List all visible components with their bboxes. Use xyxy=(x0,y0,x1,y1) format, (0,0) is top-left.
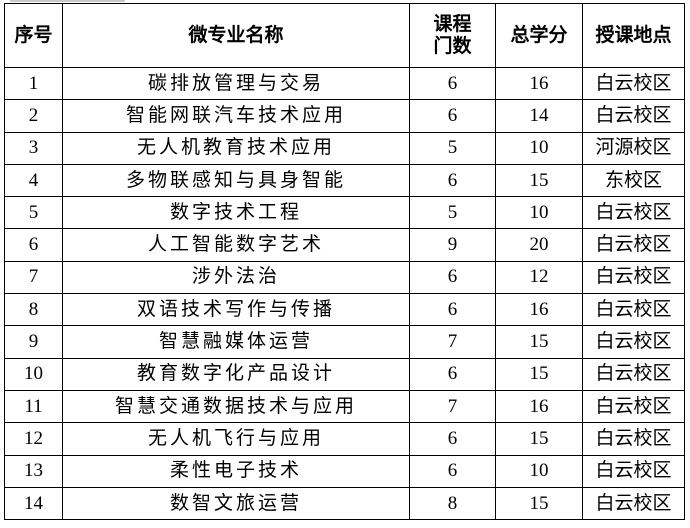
cell-location: 白云校区 xyxy=(582,228,685,262)
cell-credits: 16 xyxy=(495,66,583,101)
table-row: 14 数智文旅运营 8 15 白云校区 xyxy=(4,486,685,521)
cell-index: 12 xyxy=(4,422,63,456)
cell-courses: 6 xyxy=(409,66,496,101)
cell-courses: 9 xyxy=(409,228,496,262)
cell-name: 无人机飞行与应用 xyxy=(62,422,410,456)
top-gray-bar xyxy=(10,0,125,2)
cell-courses: 6 xyxy=(409,293,496,327)
cell-name: 智慧融媒体运营 xyxy=(62,325,410,359)
cell-credits: 15 xyxy=(495,486,583,521)
table-row: 5 数字技术工程 5 10 白云校区 xyxy=(4,196,685,230)
cell-index: 2 xyxy=(4,99,63,133)
cell-index: 5 xyxy=(4,196,63,230)
header-row: 序号 微专业名称 课程门数 总学分 授课地点 xyxy=(4,3,685,68)
cell-index: 11 xyxy=(4,389,63,424)
cell-name: 涉外法治 xyxy=(62,260,410,295)
cell-location: 河源校区 xyxy=(582,131,685,165)
cell-index: 6 xyxy=(4,228,63,262)
table-row: 6 人工智能数字艺术 9 20 白云校区 xyxy=(4,228,685,262)
cell-courses: 6 xyxy=(409,422,496,456)
cell-courses: 5 xyxy=(409,196,496,230)
cell-location: 白云校区 xyxy=(582,196,685,230)
cell-courses: 7 xyxy=(409,389,496,424)
cell-credits: 15 xyxy=(495,422,583,456)
cell-location: 白云校区 xyxy=(582,389,685,424)
table-row: 1 碳排放管理与交易 6 16 白云校区 xyxy=(4,66,685,101)
table-row: 11 智慧交通数据技术与应用 7 16 白云校区 xyxy=(4,389,685,424)
cell-credits: 16 xyxy=(495,389,583,424)
cell-courses: 6 xyxy=(409,163,496,198)
cell-index: 1 xyxy=(4,66,63,101)
header-location: 授课地点 xyxy=(582,3,685,68)
cell-location: 白云校区 xyxy=(582,454,685,488)
cell-courses: 8 xyxy=(409,486,496,521)
cell-index: 13 xyxy=(4,454,63,488)
cell-credits: 10 xyxy=(495,454,583,488)
cell-index: 14 xyxy=(4,486,63,521)
cell-index: 4 xyxy=(4,163,63,198)
cell-courses: 5 xyxy=(409,131,496,165)
cell-name: 无人机教育技术应用 xyxy=(62,131,410,165)
cell-courses: 6 xyxy=(409,260,496,295)
cell-location: 白云校区 xyxy=(582,357,685,391)
cell-courses: 7 xyxy=(409,325,496,359)
cell-location: 白云校区 xyxy=(582,66,685,101)
table-row: 9 智慧融媒体运营 7 15 白云校区 xyxy=(4,325,685,359)
header-courses: 课程门数 xyxy=(409,3,496,68)
cell-location: 白云校区 xyxy=(582,99,685,133)
cell-courses: 6 xyxy=(409,357,496,391)
micro-major-table: 序号 微专业名称 课程门数 总学分 授课地点 1 碳排放管理与交易 6 16 白云校区 2… xyxy=(4,3,685,521)
cell-index: 9 xyxy=(4,325,63,359)
cell-location: 白云校区 xyxy=(582,486,685,521)
cell-location: 白云校区 xyxy=(582,260,685,295)
cell-credits: 16 xyxy=(495,293,583,327)
cell-location: 白云校区 xyxy=(582,293,685,327)
table-row: 4 多物联感知与具身智能 6 15 东校区 xyxy=(4,163,685,198)
cell-name: 智慧交通数据技术与应用 xyxy=(62,389,410,424)
cell-index: 10 xyxy=(4,357,63,391)
header-index: 序号 xyxy=(4,3,63,68)
header-credits: 总学分 xyxy=(495,3,583,68)
cell-location: 白云校区 xyxy=(582,325,685,359)
cell-name: 碳排放管理与交易 xyxy=(62,66,410,101)
cell-credits: 15 xyxy=(495,357,583,391)
table-row: 12 无人机飞行与应用 6 15 白云校区 xyxy=(4,422,685,456)
cell-credits: 10 xyxy=(495,131,583,165)
cell-credits: 12 xyxy=(495,260,583,295)
cell-name: 人工智能数字艺术 xyxy=(62,228,410,262)
table-row: 13 柔性电子技术 6 10 白云校区 xyxy=(4,454,685,488)
cell-name: 双语技术写作与传播 xyxy=(62,293,410,327)
cell-name: 柔性电子技术 xyxy=(62,454,410,488)
cell-courses: 6 xyxy=(409,454,496,488)
table-row: 8 双语技术写作与传播 6 16 白云校区 xyxy=(4,293,685,327)
table-row: 3 无人机教育技术应用 5 10 河源校区 xyxy=(4,131,685,165)
cell-index: 3 xyxy=(4,131,63,165)
cell-location: 白云校区 xyxy=(582,422,685,456)
table-row: 2 智能网联汽车技术应用 6 14 白云校区 xyxy=(4,99,685,133)
cell-index: 7 xyxy=(4,260,63,295)
cell-name: 数智文旅运营 xyxy=(62,486,410,521)
cell-credits: 14 xyxy=(495,99,583,133)
cell-courses: 6 xyxy=(409,99,496,133)
table-row: 7 涉外法治 6 12 白云校区 xyxy=(4,260,685,295)
cell-location: 东校区 xyxy=(582,163,685,198)
cell-credits: 15 xyxy=(495,163,583,198)
cell-name: 数字技术工程 xyxy=(62,196,410,230)
cell-name: 多物联感知与具身智能 xyxy=(62,163,410,198)
cell-credits: 20 xyxy=(495,228,583,262)
cell-credits: 15 xyxy=(495,325,583,359)
cell-name: 教育数字化产品设计 xyxy=(62,357,410,391)
table-row: 10 教育数字化产品设计 6 15 白云校区 xyxy=(4,357,685,391)
cell-credits: 10 xyxy=(495,196,583,230)
cell-name: 智能网联汽车技术应用 xyxy=(62,99,410,133)
header-name: 微专业名称 xyxy=(62,3,410,68)
cell-index: 8 xyxy=(4,293,63,327)
